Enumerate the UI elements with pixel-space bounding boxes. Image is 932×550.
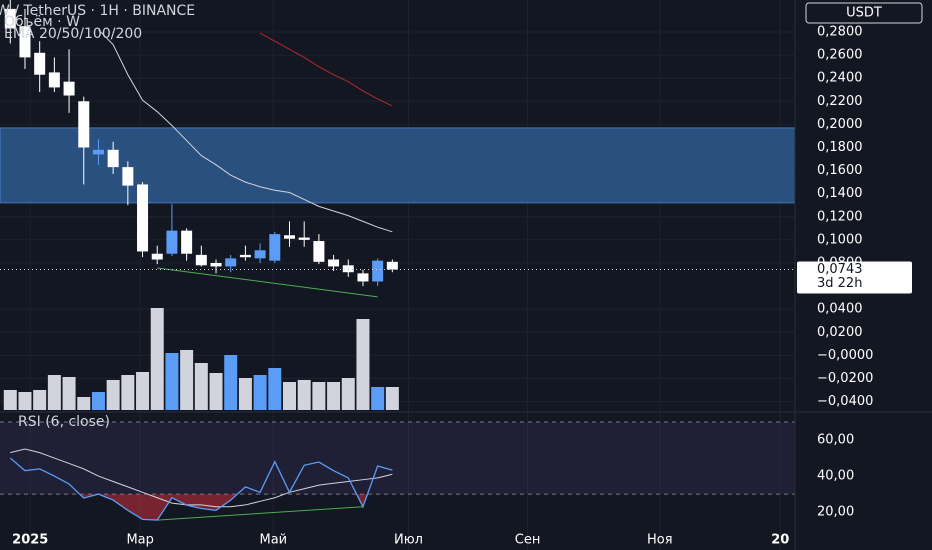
- candle-body: [298, 237, 310, 240]
- candle-body: [151, 253, 163, 260]
- candle-body: [78, 101, 90, 148]
- candle-body: [357, 273, 369, 282]
- y-tick-label: 0,1800: [817, 140, 863, 155]
- volume-bar: [282, 382, 296, 410]
- y-tick-label: 0,0200: [817, 325, 863, 340]
- candle-body: [372, 260, 384, 282]
- y-tick-label: 0,1400: [817, 186, 863, 201]
- candle-body: [386, 261, 398, 270]
- y-tick-label: 0,1600: [817, 163, 863, 178]
- ema-line: [98, 29, 393, 233]
- volume-bar: [165, 353, 179, 410]
- volume-bar: [356, 319, 370, 410]
- volume-bar: [224, 355, 238, 410]
- candle-body: [328, 259, 340, 267]
- volume-bar: [327, 382, 341, 410]
- volume-bar: [47, 375, 61, 410]
- trendline: [157, 267, 378, 298]
- oversold-fill: [10, 494, 393, 521]
- candle-body: [34, 52, 46, 75]
- volume-bar: [62, 377, 76, 410]
- volume-bar: [91, 392, 105, 410]
- currency[interactable]: USDT: [846, 6, 882, 21]
- rsi-band: [0, 422, 795, 495]
- candle-body: [4, 8, 16, 29]
- rsi-tick-label: 40,00: [817, 469, 854, 484]
- y-tick-label: 0,0400: [817, 302, 863, 317]
- volume-bar: [18, 392, 32, 410]
- candle-body: [313, 241, 325, 262]
- x-tick-label: Сен: [515, 533, 541, 548]
- volume-title: Объём · W: [4, 14, 80, 30]
- rsi-trendline: [157, 506, 363, 521]
- rsi-line: [9, 457, 393, 521]
- volume-bar: [136, 372, 150, 410]
- candle-body: [239, 254, 251, 258]
- volume-bar: [371, 387, 385, 410]
- volume-bar: [312, 382, 326, 410]
- x-tick-label: 20: [771, 533, 789, 548]
- volume-bar: [121, 375, 135, 410]
- candle-body: [254, 250, 266, 259]
- volume-bar: [3, 390, 17, 410]
- volume-bar: [194, 363, 208, 410]
- countdown: 3d 22h: [817, 276, 862, 291]
- y-tick-label: 0,2400: [817, 71, 863, 86]
- ema-title: EMA 20/50/100/200: [4, 26, 142, 42]
- volume-bar: [268, 368, 282, 410]
- volume-bar: [77, 397, 91, 410]
- last-price-label: 0,0743: [817, 262, 863, 277]
- x-tick-label: Май: [260, 533, 288, 548]
- candle-body: [195, 254, 207, 266]
- volume-bar: [297, 380, 311, 410]
- rsi-line: [10, 448, 393, 508]
- x-tick-label: Ноя: [647, 533, 673, 548]
- candle-body: [283, 235, 295, 239]
- volume-bar: [33, 390, 47, 410]
- volume-bar: [209, 373, 223, 410]
- rsi-tick-label: 60,00: [817, 433, 854, 448]
- y-tick-label: 0,2200: [817, 94, 863, 109]
- volume-bar: [385, 387, 399, 410]
- volume-bar: [180, 350, 194, 410]
- volume-bar: [341, 378, 355, 410]
- y-tick-label: 0,2000: [817, 117, 863, 132]
- candle-body: [342, 265, 354, 273]
- y-tick-label: 0,2600: [817, 48, 863, 63]
- rsi-title: RSI (6, close): [18, 414, 110, 430]
- candle-body: [48, 72, 60, 88]
- candle-body: [63, 81, 75, 96]
- x-tick-label: 2025: [12, 533, 48, 548]
- candle-body: [210, 262, 222, 267]
- y-tick-label: −0,0400: [817, 394, 873, 409]
- y-tick-label: −0,0000: [817, 348, 873, 363]
- x-tick-label: Мар: [126, 533, 153, 548]
- candle-body: [122, 167, 134, 186]
- y-tick-label: −0,0200: [817, 371, 873, 386]
- zone: [0, 127, 795, 204]
- candle-body: [92, 149, 104, 155]
- volume-bar: [150, 308, 164, 410]
- candle-body: [166, 230, 178, 254]
- y-tick-label: 0,2800: [817, 24, 863, 39]
- last-price-box: [797, 261, 912, 294]
- candle-body: [19, 26, 31, 58]
- volume-bar: [253, 375, 267, 410]
- candle-body: [269, 234, 281, 261]
- candle-body: [225, 258, 237, 267]
- volume-bar: [238, 378, 252, 410]
- oversold-group: [10, 494, 393, 521]
- candle-body: [137, 184, 149, 252]
- candle-body: [107, 149, 119, 168]
- candle-body: [181, 230, 193, 254]
- rsi-tick-label: 20,00: [817, 505, 854, 520]
- x-tick-label: Июл: [394, 533, 423, 548]
- chart-title: W / TetherUS · 1H · BINANCE: [0, 3, 195, 19]
- y-tick-label: 0,1200: [817, 209, 863, 224]
- y-tick-label: 0,1000: [817, 232, 863, 247]
- volume-bar: [106, 380, 120, 410]
- ema-line: [259, 32, 393, 107]
- currency-button[interactable]: [805, 2, 923, 24]
